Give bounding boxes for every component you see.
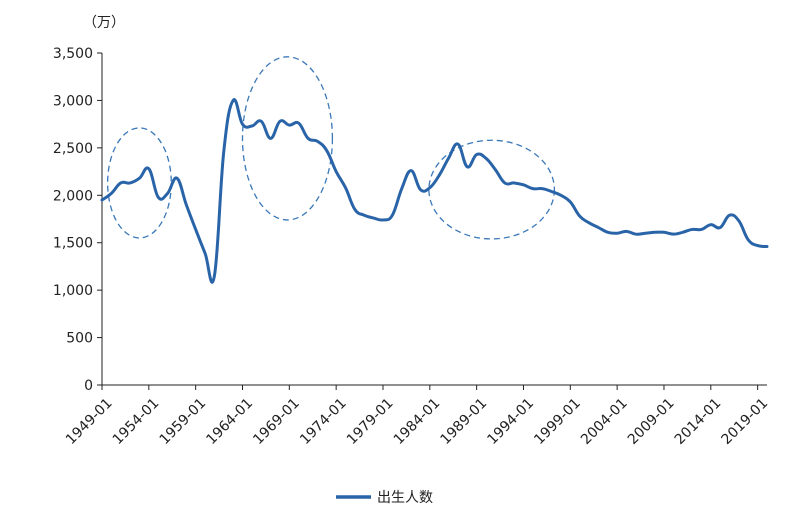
legend: 出生人数 <box>336 490 433 506</box>
y-tick-label: 2,000 <box>53 188 93 204</box>
y-tick-label: 1,000 <box>53 283 93 299</box>
y-tick-label: 500 <box>66 331 93 347</box>
y-tick-label: 3,500 <box>53 46 93 62</box>
legend-label: 出生人数 <box>377 490 433 506</box>
series-line <box>100 98 769 284</box>
y-tick-label: 0 <box>84 378 93 394</box>
highlight-ellipse <box>428 139 556 240</box>
series-layer <box>100 98 769 284</box>
y-tick-label: 2,500 <box>53 141 93 157</box>
y-axis-unit-label: （万） <box>83 15 125 31</box>
y-axis: 0 500 1,000 1,500 2,000 2,500 3,000 3,500 <box>53 46 103 394</box>
y-tick-label: 3,000 <box>53 93 93 109</box>
y-tick-label: 1,500 <box>53 236 93 252</box>
highlight-ellipse <box>241 56 334 221</box>
